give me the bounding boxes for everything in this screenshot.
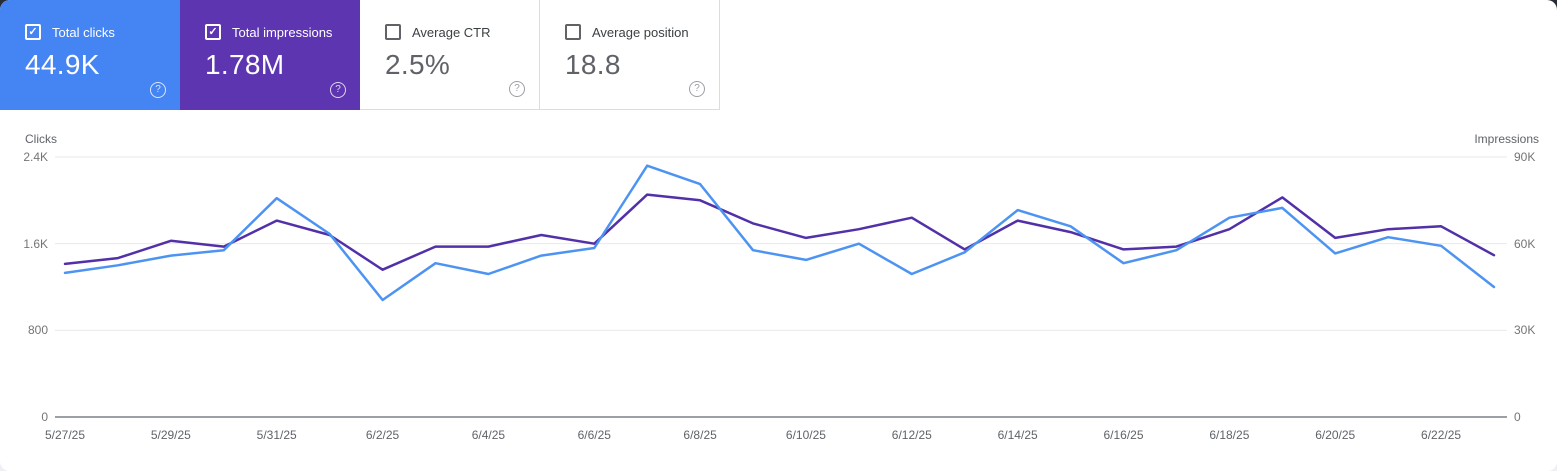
y-tick-left-800: 800	[27, 323, 48, 338]
help-icon[interactable]: ?	[150, 82, 166, 98]
impressions-line	[63, 193, 1496, 271]
clicks-line	[63, 164, 1496, 302]
card-label-row: ✓ Total impressions	[205, 24, 360, 40]
x-tick-5/31/25: 5/31/25	[256, 428, 297, 442]
y-tick-left-2.4K: 2.4K	[23, 150, 48, 164]
average-position-value: 18.8	[565, 49, 621, 80]
y-tick-left-1.6K: 1.6K	[23, 236, 48, 251]
y-tick-right-60K: 60K	[1514, 236, 1536, 251]
y-tick-right-90K: 90K	[1514, 150, 1536, 164]
average-ctr-value: 2.5%	[385, 49, 451, 80]
x-tick-5/29/25: 5/29/25	[150, 428, 191, 442]
metric-card-average-position[interactable]: Average position 18.8?	[540, 0, 720, 110]
average-ctr-label: Average CTR	[412, 24, 491, 40]
card-label-row: Average position	[565, 24, 719, 40]
left-axis-title: Clicks	[25, 132, 57, 146]
total-impressions-value: 1.78M	[205, 49, 285, 80]
help-icon[interactable]: ?	[330, 82, 346, 98]
x-tick-6/4/25: 6/4/25	[471, 428, 506, 442]
metric-cards-row: ✓ Total clicks 44.9K? ✓ Total impressions 1.7…	[0, 0, 720, 110]
help-icon[interactable]: ?	[509, 81, 525, 97]
average-position-label: Average position	[592, 24, 689, 40]
right-axis-title: Impressions	[1474, 132, 1539, 146]
x-tick-6/18/25: 6/18/25	[1209, 428, 1250, 442]
x-tick-6/10/25: 6/10/25	[785, 428, 826, 442]
average-ctr-checkbox[interactable]	[385, 24, 401, 40]
performance-line-chart[interactable]	[0, 110, 1557, 471]
total-clicks-value: 44.9K	[25, 49, 100, 80]
x-tick-6/22/25: 6/22/25	[1421, 428, 1462, 442]
total-impressions-label: Total impressions	[232, 24, 333, 40]
x-tick-6/16/25: 6/16/25	[1103, 428, 1144, 442]
chart-area[interactable]: Clicks Impressions 0 0 800 30K 1.6K 60K 2.4K 90…	[0, 110, 1557, 471]
x-tick-6/14/25: 6/14/25	[997, 428, 1038, 442]
help-icon[interactable]: ?	[689, 81, 705, 97]
y-tick-left-0: 0	[41, 410, 48, 424]
total-impressions-checkbox-checked[interactable]: ✓	[205, 24, 221, 40]
average-position-checkbox[interactable]	[565, 24, 581, 40]
y-tick-right-30K: 30K	[1514, 323, 1536, 338]
x-tick-6/2/25: 6/2/25	[365, 428, 400, 442]
x-tick-6/8/25: 6/8/25	[683, 428, 717, 442]
metric-card-total-clicks[interactable]: ✓ Total clicks 44.9K?	[0, 0, 180, 110]
y-tick-right-0: 0	[1514, 410, 1521, 424]
metric-card-total-impressions[interactable]: ✓ Total impressions 1.78M?	[180, 0, 360, 110]
total-clicks-label: Total clicks	[52, 24, 115, 40]
total-clicks-checkbox-checked[interactable]: ✓	[25, 24, 41, 40]
metric-card-average-ctr[interactable]: Average CTR 2.5%?	[360, 0, 540, 110]
x-tick-6/6/25: 6/6/25	[577, 428, 611, 442]
x-tick-5/27/25: 5/27/25	[44, 428, 86, 442]
x-tick-6/12/25: 6/12/25	[891, 428, 932, 442]
card-label-row: Average CTR	[385, 24, 539, 40]
x-tick-6/20/25: 6/20/25	[1315, 428, 1356, 442]
card-label-row: ✓ Total clicks	[25, 24, 180, 40]
